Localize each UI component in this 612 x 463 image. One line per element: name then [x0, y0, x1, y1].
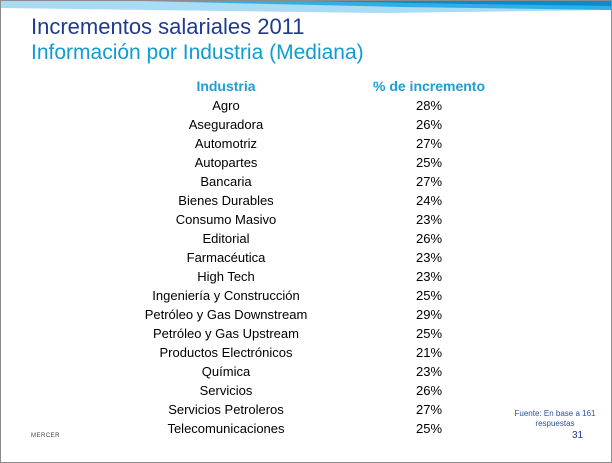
table-row: High Tech 23% [128, 267, 534, 286]
table-row: Bancaria 27% [128, 172, 534, 191]
table-row: Autopartes 25% [128, 153, 534, 172]
slide-title: Incrementos salariales 2011 [31, 14, 305, 39]
mercer-logo: MERCER [31, 433, 61, 439]
increment-cell: 23% [415, 269, 443, 284]
increment-cell: 23% [415, 364, 443, 379]
table-body: Agro 28% Aseguradora 26% Automotriz 27% Autopa… [128, 96, 534, 438]
table-row: Servicios 26% [128, 381, 534, 400]
column-header-incremento: % de incremento [372, 78, 486, 94]
industry-cell: Productos Electrónicos [159, 345, 293, 360]
source-note-line-2: respuestas [535, 419, 575, 428]
industry-cell: Ingeniería y Construcción [152, 288, 300, 303]
table-row: Productos Electrónicos 21% [128, 343, 534, 362]
increment-cell: 25% [415, 288, 443, 303]
column-header-industria: Industria [196, 78, 256, 94]
increment-cell: 25% [415, 155, 443, 170]
table-row: Petróleo y Gas Upstream 25% [128, 324, 534, 343]
table-row: Farmacéutica 23% [128, 248, 534, 267]
industry-cell: High Tech [197, 269, 255, 284]
industry-cell: Servicios [199, 383, 253, 398]
increment-cell: 29% [415, 307, 443, 322]
table-row: Editorial 26% [128, 229, 534, 248]
increment-cell: 24% [415, 193, 443, 208]
table-row: Aseguradora 26% [128, 115, 534, 134]
table-row: Bienes Durables 24% [128, 191, 534, 210]
increment-cell: 23% [415, 250, 443, 265]
industry-cell: Química [201, 364, 251, 379]
table-header-row: Industria % de incremento [128, 77, 534, 96]
industry-cell: Farmacéutica [186, 250, 266, 265]
industry-cell: Servicios Petroleros [168, 402, 284, 417]
industry-cell: Bienes Durables [178, 193, 274, 208]
increment-cell: 27% [415, 136, 443, 151]
increment-cell: 28% [415, 98, 443, 113]
industry-cell: Editorial [202, 231, 250, 246]
industry-cell: Bancaria [200, 174, 252, 189]
industry-cell: Agro [212, 98, 240, 113]
industry-cell: Telecomunicaciones [167, 421, 285, 436]
table-row: Telecomunicaciones 25% [128, 419, 534, 438]
table-row: Automotriz 27% [128, 134, 534, 153]
industry-cell: Petróleo y Gas Upstream [153, 326, 299, 341]
table-row: Química 23% [128, 362, 534, 381]
table-row: Ingeniería y Construcción 25% [128, 286, 534, 305]
industry-cell: Autopartes [194, 155, 258, 170]
table-row: Petróleo y Gas Downstream 29% [128, 305, 534, 324]
increment-cell: 23% [415, 212, 443, 227]
increment-cell: 26% [415, 383, 443, 398]
source-note-line-1: Fuente: En base a 161 [514, 409, 596, 418]
page-number: 31 [572, 430, 584, 441]
industry-cell: Consumo Masivo [175, 212, 277, 227]
increment-cell: 21% [415, 345, 443, 360]
increment-cell: 25% [415, 421, 443, 436]
increment-cell: 25% [415, 326, 443, 341]
slide-subtitle: Información por Industria (Mediana) [31, 41, 364, 64]
increment-cell: 27% [415, 402, 443, 417]
header-decorative-band [1, 1, 611, 13]
table-row: Servicios Petroleros 27% [128, 400, 534, 419]
increment-cell: 27% [415, 174, 443, 189]
industry-cell: Aseguradora [188, 117, 264, 132]
source-note: Fuente: En base a 161 respuestas [499, 409, 611, 429]
industry-increment-table: Industria % de incremento Agro 28% Asegura… [128, 77, 534, 438]
increment-cell: 26% [415, 231, 443, 246]
table-row: Consumo Masivo 23% [128, 210, 534, 229]
increment-cell: 26% [415, 117, 443, 132]
industry-cell: Petróleo y Gas Downstream [144, 307, 308, 322]
industry-cell: Automotriz [194, 136, 258, 151]
table-row: Agro 28% [128, 96, 534, 115]
